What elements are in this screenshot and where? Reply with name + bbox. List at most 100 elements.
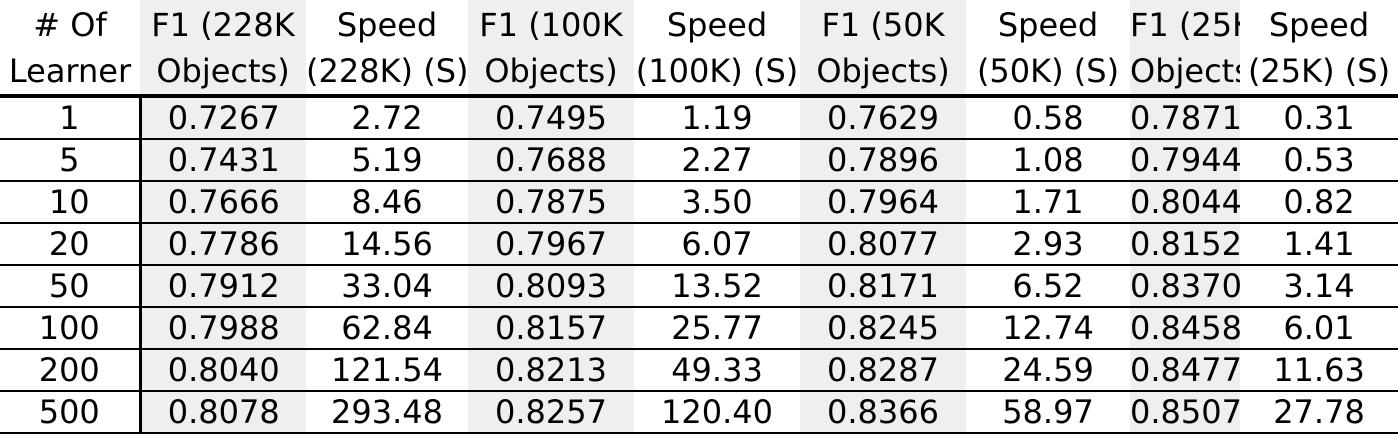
table-cell: 0.7912 bbox=[140, 265, 306, 308]
table-cell: 5.19 bbox=[306, 139, 468, 182]
header-line-1: F1 (50K bbox=[821, 6, 945, 44]
table-cell: 2.72 bbox=[306, 96, 468, 140]
table-cell: 1.41 bbox=[1240, 223, 1398, 266]
table-cell: 0.8078 bbox=[140, 391, 306, 434]
table-row: 500 0.8078 293.48 0.8257 120.40 0.8366 58.97 0.… bbox=[0, 391, 1398, 434]
header-f1-25k: F1 (25K Objects) bbox=[1130, 0, 1240, 96]
table-cell: 1.71 bbox=[966, 181, 1130, 224]
table-cell: 14.56 bbox=[306, 223, 468, 266]
table-cell: 0.8245 bbox=[800, 307, 966, 350]
table-cell: 0.8213 bbox=[468, 349, 634, 392]
table-cell: 3.14 bbox=[1240, 265, 1398, 308]
table-cell: 0.8477 bbox=[1130, 349, 1240, 392]
table-cell: 0.8093 bbox=[468, 265, 634, 308]
table-row: 10 0.7666 8.46 0.7875 3.50 0.7964 1.71 0.8044 0.… bbox=[0, 181, 1398, 224]
learner-count-cell: 500 bbox=[0, 391, 142, 434]
table-cell: 121.54 bbox=[306, 349, 468, 392]
header-line-2: Learner bbox=[8, 52, 132, 90]
header-line-1: # Of bbox=[33, 6, 107, 44]
table-cell: 0.8044 bbox=[1130, 181, 1240, 224]
table-cell: 12.74 bbox=[966, 307, 1130, 350]
table-cell: 0.8157 bbox=[468, 307, 634, 350]
header-line-2: Objects) bbox=[816, 52, 950, 90]
table-cell: 0.8287 bbox=[800, 349, 966, 392]
table-cell: 0.7896 bbox=[800, 139, 966, 182]
table-row: 100 0.7988 62.84 0.8157 25.77 0.8245 12.74 0.84… bbox=[0, 307, 1398, 350]
table-cell: 0.7629 bbox=[800, 96, 966, 140]
header-line-1: Speed bbox=[666, 6, 768, 44]
table-cell: 0.82 bbox=[1240, 181, 1398, 224]
table-cell: 0.7786 bbox=[140, 223, 306, 266]
table-cell: 0.7871 bbox=[1130, 96, 1240, 140]
learner-count-cell: 20 bbox=[0, 223, 142, 266]
table-cell: 0.7267 bbox=[140, 96, 306, 140]
header-speed-100k: Speed (100K) (S) bbox=[634, 0, 800, 96]
table-cell: 6.01 bbox=[1240, 307, 1398, 350]
header-speed-50k: Speed (50K) (S) bbox=[966, 0, 1130, 96]
table-cell: 0.8458 bbox=[1130, 307, 1240, 350]
table-cell: 2.93 bbox=[966, 223, 1130, 266]
table-cell: 0.7967 bbox=[468, 223, 634, 266]
table-cell: 13.52 bbox=[634, 265, 800, 308]
header-f1-100k: F1 (100K Objects) bbox=[468, 0, 634, 96]
table-cell: 0.8257 bbox=[468, 391, 634, 434]
table-cell: 33.04 bbox=[306, 265, 468, 308]
learner-count-cell: 200 bbox=[0, 349, 142, 392]
table-header: # Of Learner F1 (228K Objects) Speed (228K) (… bbox=[0, 0, 1398, 96]
header-learner-count: # Of Learner bbox=[0, 0, 140, 96]
learner-count-cell: 1 bbox=[0, 96, 142, 140]
header-line-2: Objects) bbox=[484, 52, 618, 90]
table-cell: 0.7431 bbox=[140, 139, 306, 182]
table-cell: 0.8040 bbox=[140, 349, 306, 392]
table-cell: 62.84 bbox=[306, 307, 468, 350]
table-cell: 120.40 bbox=[634, 391, 800, 434]
header-line-2: (50K) (S) bbox=[976, 52, 1120, 90]
header-speed-228k: Speed (228K) (S) bbox=[306, 0, 468, 96]
header-speed-25k: Speed (25K) (S) bbox=[1240, 0, 1398, 96]
table-cell: 0.8171 bbox=[800, 265, 966, 308]
table-cell: 2.27 bbox=[634, 139, 800, 182]
table-cell: 0.31 bbox=[1240, 96, 1398, 140]
table-cell: 0.7875 bbox=[468, 181, 634, 224]
learner-count-cell: 50 bbox=[0, 265, 142, 308]
header-line-2: (100K) (S) bbox=[635, 52, 799, 90]
table-cell: 24.59 bbox=[966, 349, 1130, 392]
header-line-2: (228K) (S) bbox=[306, 52, 468, 90]
header-line-1: F1 (25K bbox=[1130, 6, 1240, 44]
header-line-1: Speed bbox=[997, 6, 1099, 44]
table-body: 1 0.7267 2.72 0.7495 1.19 0.7629 0.58 0.7871 0.3… bbox=[0, 96, 1398, 434]
header-line-2: Objects) bbox=[156, 52, 290, 90]
table-cell: 8.46 bbox=[306, 181, 468, 224]
table-cell: 6.07 bbox=[634, 223, 800, 266]
table-cell: 0.8366 bbox=[800, 391, 966, 434]
table-cell: 0.8077 bbox=[800, 223, 966, 266]
table-cell: 0.7944 bbox=[1130, 139, 1240, 182]
header-f1-50k: F1 (50K Objects) bbox=[800, 0, 966, 96]
header-line-1: F1 (100K bbox=[479, 6, 623, 44]
table-cell: 0.8507 bbox=[1130, 391, 1240, 434]
table-cell: 0.7688 bbox=[468, 139, 634, 182]
table-cell: 11.63 bbox=[1240, 349, 1398, 392]
table-row: 200 0.8040 121.54 0.8213 49.33 0.8287 24.59 0.8… bbox=[0, 349, 1398, 392]
table-row: 5 0.7431 5.19 0.7688 2.27 0.7896 1.08 0.7944 0.5… bbox=[0, 139, 1398, 182]
table-cell: 0.7495 bbox=[468, 96, 634, 140]
table-cell: 0.8370 bbox=[1130, 265, 1240, 308]
header-line-1: Speed bbox=[336, 6, 438, 44]
header-line-1: F1 (228K bbox=[151, 6, 295, 44]
table-cell: 3.50 bbox=[634, 181, 800, 224]
table-cell: 0.8152 bbox=[1130, 223, 1240, 266]
table-cell: 0.58 bbox=[966, 96, 1130, 140]
header-line-2: Objects) bbox=[1130, 52, 1240, 90]
header-f1-228k: F1 (228K Objects) bbox=[140, 0, 306, 96]
table-cell: 27.78 bbox=[1240, 391, 1398, 434]
header-line-1: Speed bbox=[1268, 6, 1370, 44]
header-row: # Of Learner F1 (228K Objects) Speed (228K) (… bbox=[0, 0, 1398, 96]
header-line-2: (25K) (S) bbox=[1247, 52, 1391, 90]
learner-count-cell: 100 bbox=[0, 307, 142, 350]
table-row: 20 0.7786 14.56 0.7967 6.07 0.8077 2.93 0.8152 1… bbox=[0, 223, 1398, 266]
table-cell: 0.7666 bbox=[140, 181, 306, 224]
table-cell: 6.52 bbox=[966, 265, 1130, 308]
table-cell: 293.48 bbox=[306, 391, 468, 434]
